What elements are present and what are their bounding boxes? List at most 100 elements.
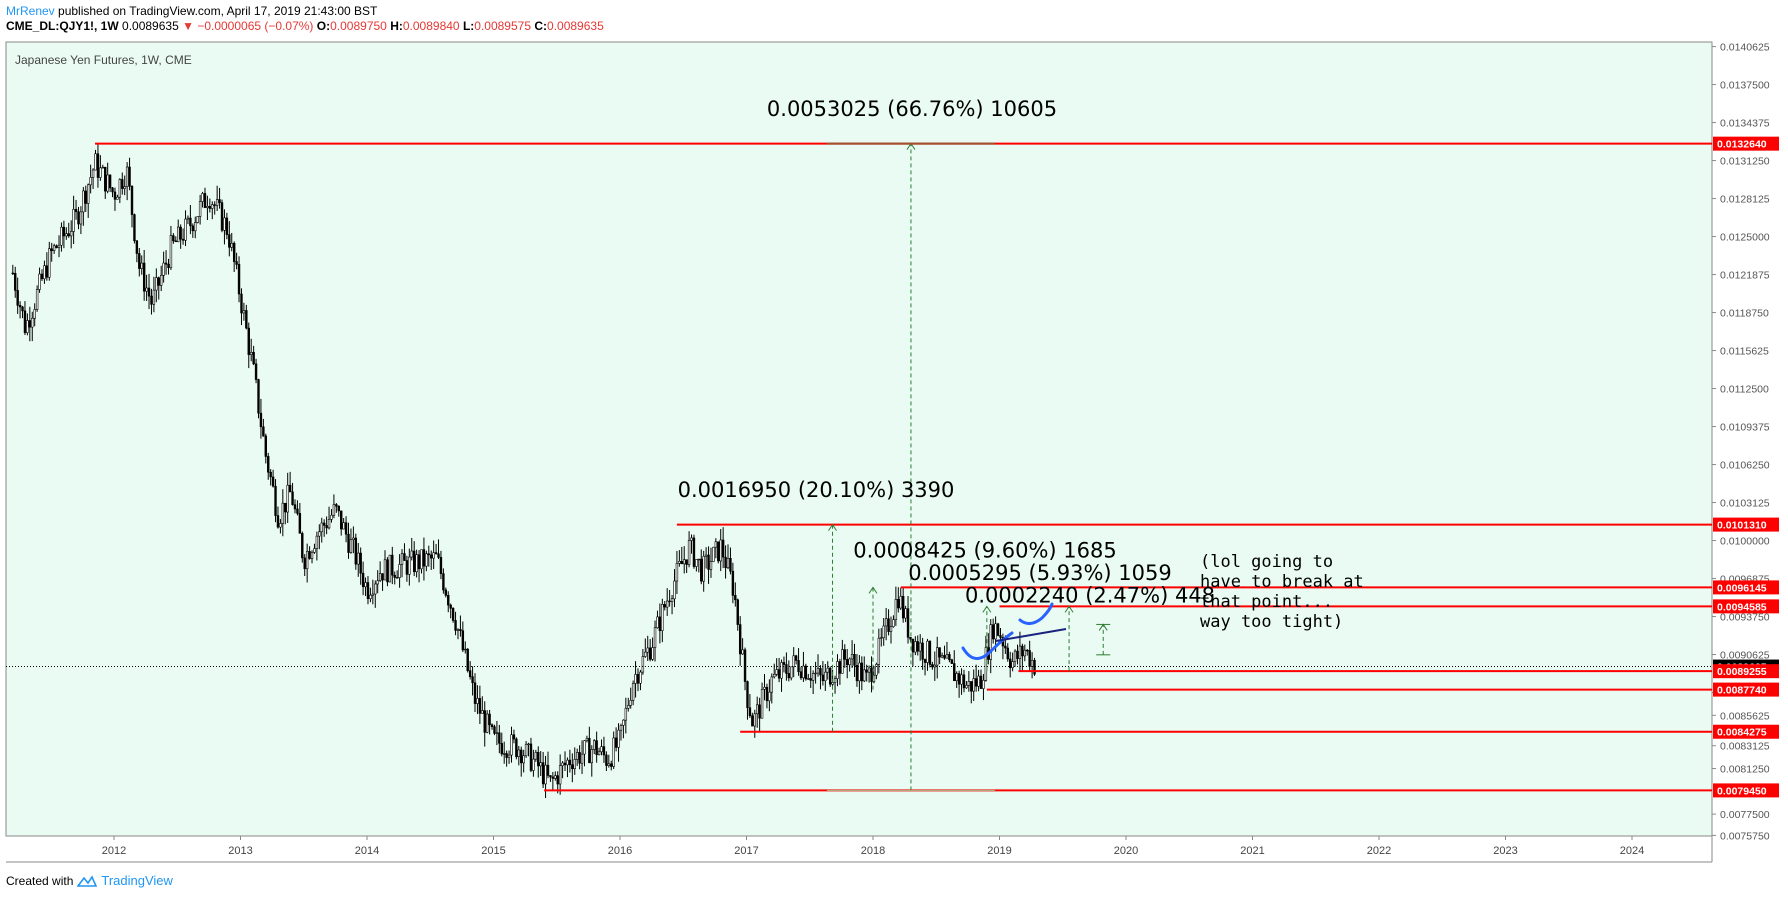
candle-body [303,557,306,570]
candle-body [169,235,173,269]
candle-body [787,673,791,679]
candle-body [687,540,691,565]
candle-body [16,290,19,306]
candle-body [259,412,263,428]
candle-body [821,674,825,682]
candle-body [337,505,340,512]
candle-body [865,669,868,673]
candle-body [751,715,754,727]
candle-body [858,662,861,682]
candle-body [335,504,338,507]
candle-body [48,248,51,278]
candle-body [714,541,718,548]
candle-body [130,186,134,215]
candle-body [464,648,467,651]
candle-body [432,552,435,559]
trend-line[interactable] [995,628,1067,642]
published-text: published on TradingView.com, April 17, … [58,4,378,18]
candle-body [31,317,34,328]
candle-body [597,751,601,756]
candle-body [344,522,348,535]
candle-body [904,608,907,619]
candle-body [284,502,287,513]
candle-body [991,624,995,640]
candle-body [1023,649,1027,657]
y-tick-label: 0.0112500 [1720,384,1769,396]
candle-body [826,667,829,673]
y-tick-label: 0.0100000 [1720,536,1770,548]
candle-body [113,191,117,200]
measure-label: 0.0016950 (20.10%) 3390 [678,478,955,502]
candle-body [140,262,143,269]
candle-body [111,187,114,193]
candle-body [802,665,805,679]
candle-body [561,762,564,766]
candle-body [177,226,180,243]
candle-body [242,310,246,314]
level-price-label: 0.0132640 [1717,139,1767,151]
candle-body [520,749,523,764]
candle-body [1030,659,1034,667]
candle-body [717,541,720,562]
candle-body [347,533,350,553]
author-link[interactable]: MrRenev [6,4,55,18]
plot-area[interactable] [5,41,1713,837]
candle-body [181,238,185,241]
note-text-line: that point... [1200,592,1333,612]
candle-body [250,351,253,355]
candle-body [247,327,250,355]
candle-body [201,193,204,202]
candle-body [724,556,727,569]
candle-body [629,700,632,706]
measure-arrow-icon [982,605,992,613]
candle-body [342,522,345,530]
y-tick-label: 0.0115625 [1720,346,1769,358]
measure-arrow-icon [1064,605,1074,613]
candle-body [125,166,129,187]
candle-body [836,661,839,679]
candle-body [67,233,70,237]
candle-body [38,273,41,290]
candle-body [493,726,496,734]
candle-body [410,550,413,558]
candle-body [938,647,941,658]
candle-body [123,186,126,189]
candle-body [923,659,927,663]
candle-body [1009,658,1012,669]
candle-body [393,574,396,578]
candle-body [911,638,915,653]
candle-body [709,561,713,570]
candle-body [838,661,842,674]
candle-body [974,678,978,687]
candle-body [186,217,190,220]
candle-body [554,775,557,779]
high-value: 0.0089840 [402,19,460,33]
tradingview-link[interactable]: TradingView [101,873,173,888]
candle-body [753,713,756,727]
candle-body [330,514,333,520]
low-value: 0.0089575 [474,19,531,33]
y-tick-label: 0.0137500 [1720,80,1770,92]
candle-body [310,552,314,559]
price-change: ▼ −0.0000065 (−0.07%) [182,19,314,33]
candle-body [447,594,450,606]
candle-body [510,734,513,756]
candle-body [999,635,1002,638]
candle-body [746,681,749,709]
candle-body [892,619,895,628]
candle-body [89,177,92,186]
candle-body [819,668,822,676]
candle-body [933,664,936,668]
candle-body [427,553,430,556]
candle-body [760,689,764,719]
candle-body [765,686,769,702]
candle-body [790,666,793,679]
candle-body [468,670,472,677]
candle-body [340,510,343,530]
candle-body [989,624,992,660]
candle-body [658,616,662,631]
candle-body [211,204,214,209]
candle-body [955,673,958,682]
candle-body [700,558,703,582]
